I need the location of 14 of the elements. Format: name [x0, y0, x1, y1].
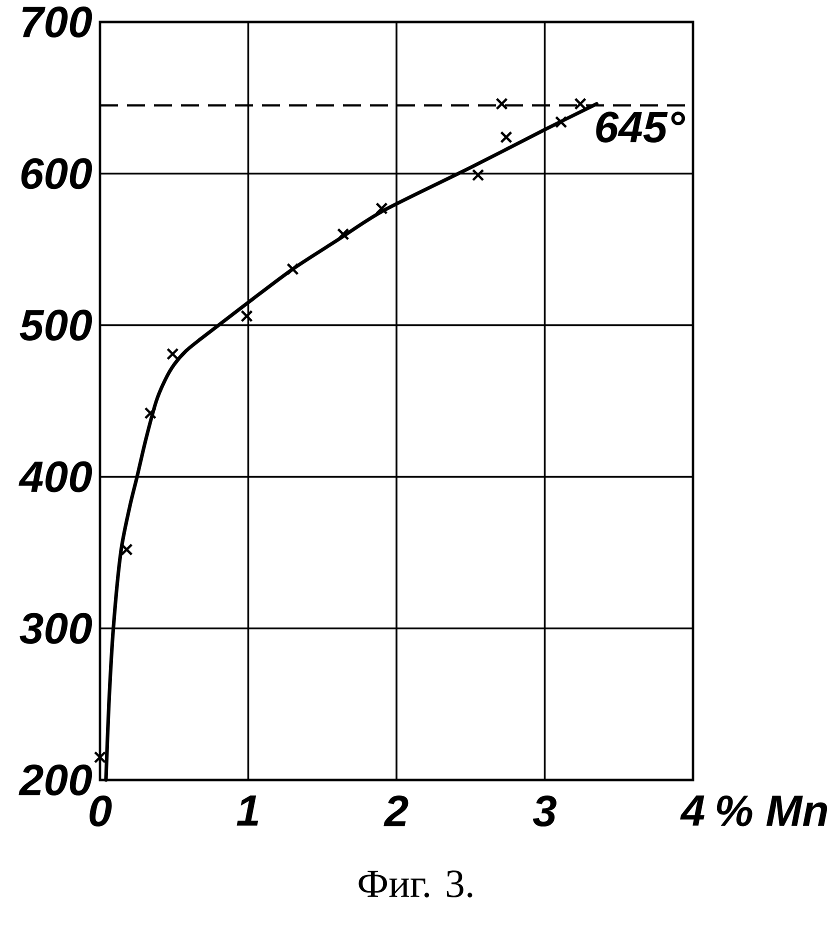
text: Фиг. 3.	[358, 870, 472, 898]
y-tick-label: 300	[20, 612, 92, 644]
x-tick-label: 2	[384, 796, 408, 826]
y-tick-label: 500	[20, 310, 92, 341]
x-tick-label: 3	[532, 796, 556, 827]
x-tick-label: 0	[90, 796, 112, 827]
x-tick-label: 1	[236, 796, 258, 826]
y-tick-label: 400	[18, 461, 92, 492]
ref-line-label: 645°	[596, 112, 686, 143]
y-tick-label: 600	[21, 158, 92, 190]
y-tick-label: 200	[18, 764, 92, 796]
y-tick-label: 700	[22, 6, 92, 38]
x-tick-label: 4	[680, 796, 704, 826]
x-axis-title: % Mn	[716, 796, 828, 826]
